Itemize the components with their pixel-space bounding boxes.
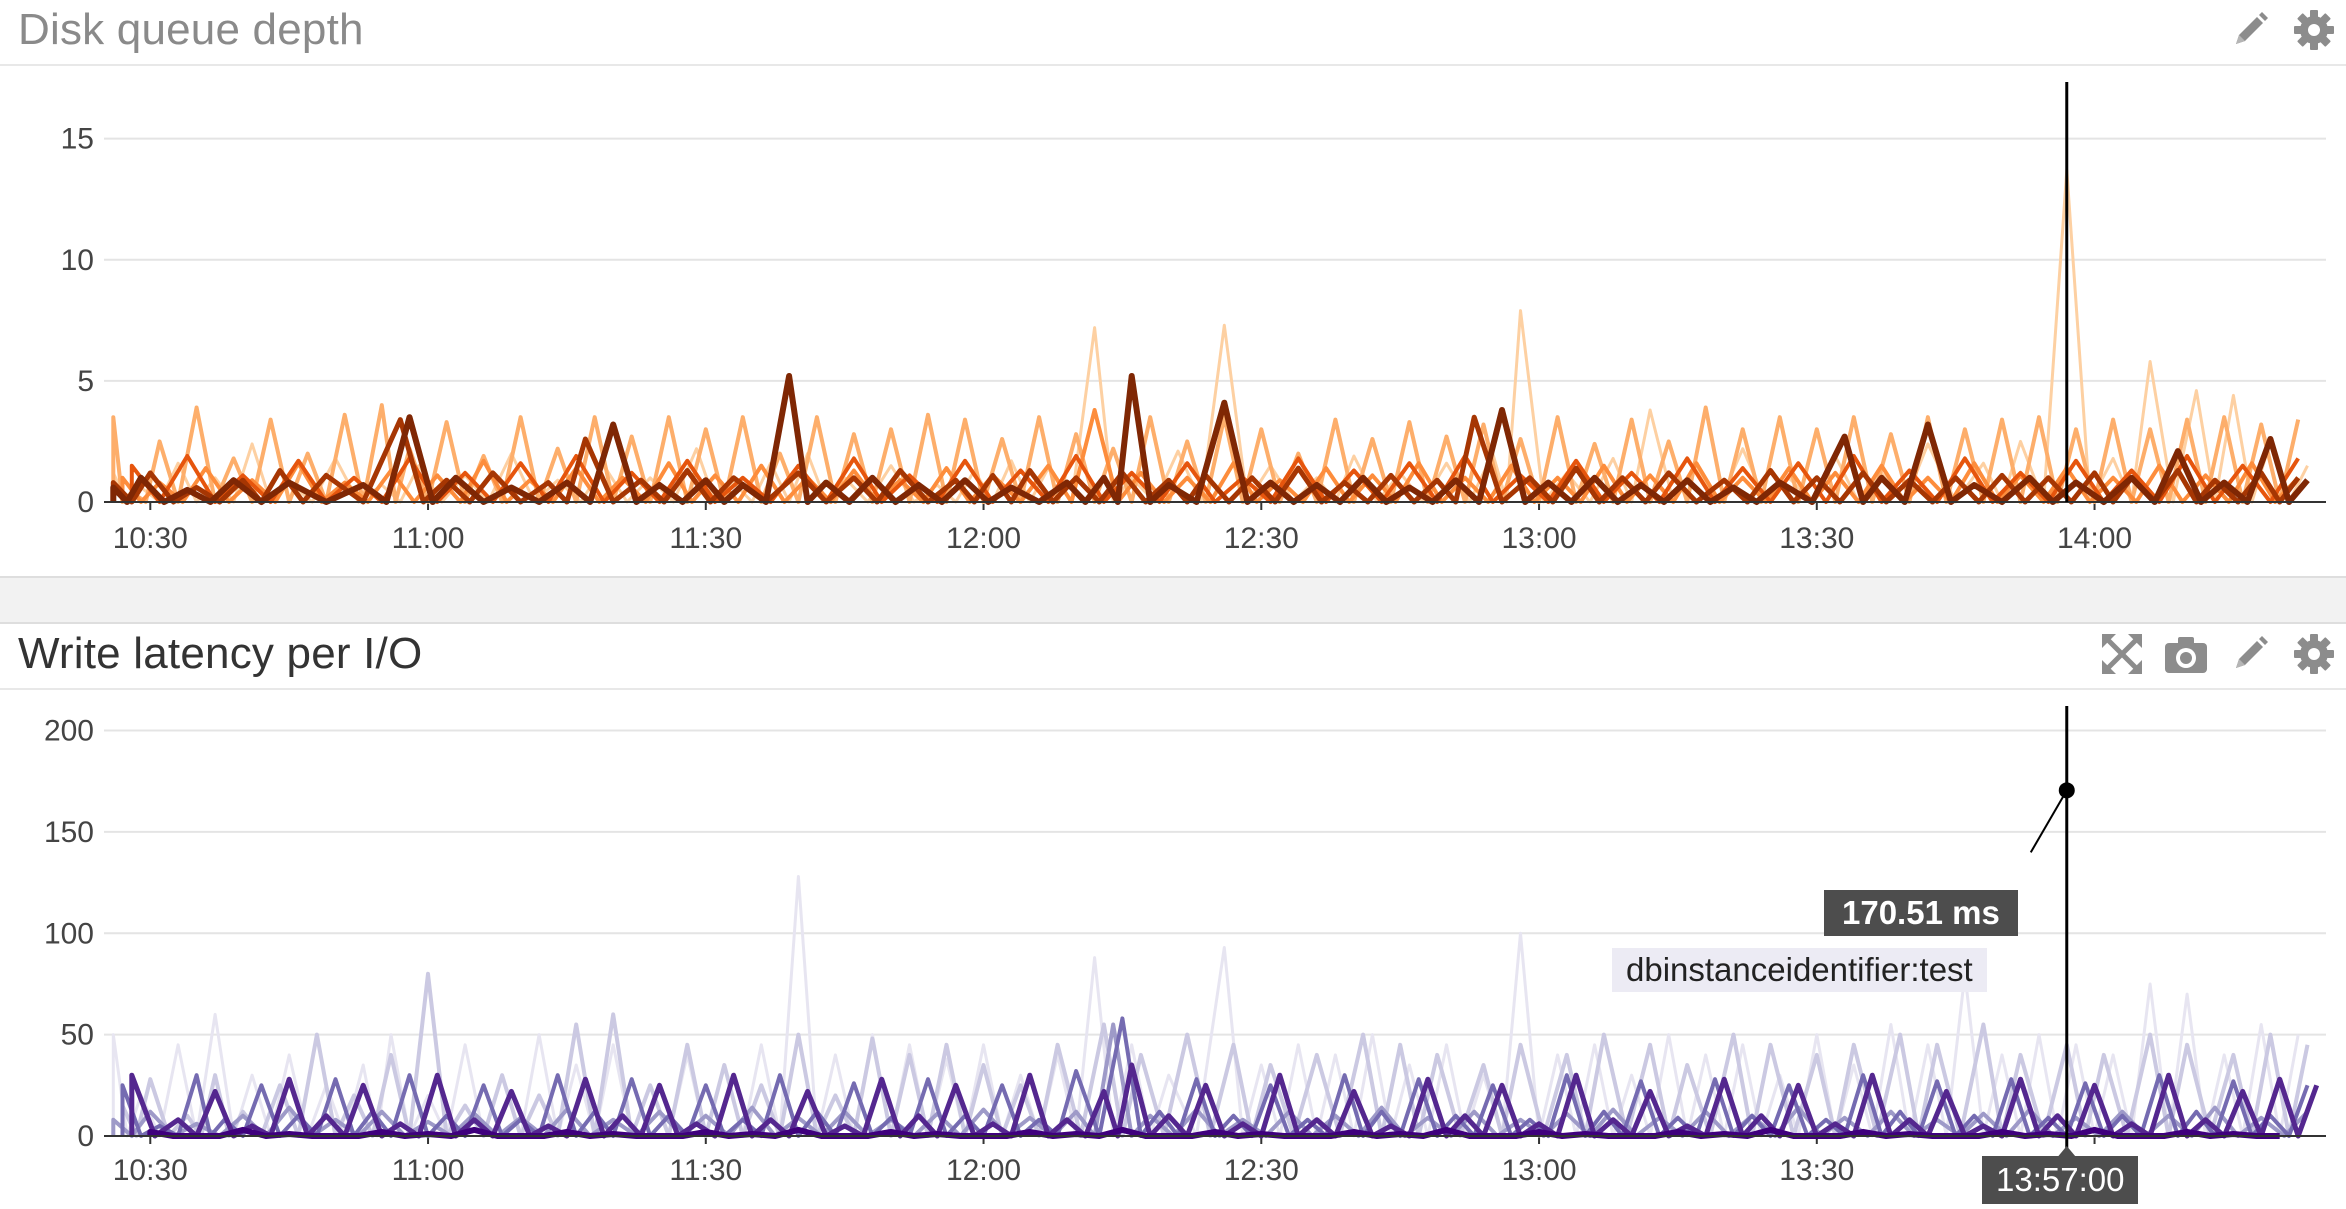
tooltip-value: 170.51 ms — [1824, 890, 2018, 936]
x-tick-label: 10:30 — [113, 522, 188, 555]
gear-icon[interactable] — [2290, 630, 2338, 678]
x-tick-label: 12:30 — [1224, 522, 1299, 555]
tooltip-time: 13:57:00 — [1982, 1156, 2139, 1204]
pencil-icon[interactable] — [2226, 6, 2274, 54]
widget-toolbar — [2098, 628, 2338, 680]
tooltip-connector — [2029, 789, 2068, 853]
y-tick-label: 5 — [77, 365, 94, 398]
y-tick-label: 50 — [61, 1019, 94, 1052]
widget-header: Write latency per I/O — [0, 624, 2346, 690]
widget-toolbar — [2226, 4, 2338, 56]
x-tick-label: 11:00 — [392, 1154, 465, 1187]
series-line — [110, 414, 2301, 505]
tooltip-time-pointer — [2056, 1146, 2077, 1158]
camera-icon[interactable] — [2162, 630, 2210, 678]
write-latency-widget: Write latency per I/O 0 50 100 150 200 10:30 1… — [0, 622, 2346, 1209]
x-tick-label: 12:00 — [946, 522, 1021, 555]
x-tick-label: 12:30 — [1224, 1154, 1299, 1187]
widget-separator — [0, 578, 2346, 622]
tooltip-tag: dbinstanceidentifier:test — [1612, 948, 1987, 992]
gear-icon[interactable] — [2290, 6, 2338, 54]
disk-queue-widget: Disk queue depth 0 5 10 15 10:30 11:00 11:30 12… — [0, 0, 2346, 578]
widget-title: Disk queue depth — [18, 5, 364, 54]
widget-header: Disk queue depth — [0, 0, 2346, 66]
x-tick-label: 14:00 — [2057, 522, 2132, 555]
x-tick-label: 13:30 — [1779, 522, 1854, 555]
x-tick-label: 11:30 — [669, 522, 742, 555]
x-tick-label: 10:30 — [113, 1154, 188, 1187]
expand-icon[interactable] — [2098, 630, 2146, 678]
write-latency-plot[interactable]: 0 50 100 150 200 10:30 11:00 11:30 12:00 12:30 13:… — [0, 690, 2346, 1209]
disk-queue-chart[interactable]: 0 5 10 15 10:30 11:00 11:30 12:00 12:30 13:00 13:3… — [0, 66, 2346, 576]
x-tick-label: 13:00 — [1502, 1154, 1577, 1187]
hover-point — [2058, 782, 2075, 799]
widget-title: Write latency per I/O — [18, 629, 423, 678]
x-tick-label: 11:00 — [392, 522, 465, 555]
x-tick-label: 11:30 — [669, 1154, 742, 1187]
x-tick-label: 13:30 — [1779, 1154, 1854, 1187]
x-tick-label: 13:00 — [1502, 522, 1577, 555]
pencil-icon[interactable] — [2226, 630, 2274, 678]
y-tick-label: 0 — [77, 1120, 94, 1153]
y-tick-label: 100 — [44, 917, 94, 950]
y-tick-label: 15 — [61, 123, 94, 156]
y-tick-label: 0 — [77, 486, 94, 519]
disk-queue-plot[interactable]: 0 5 10 15 10:30 11:00 11:30 12:00 12:30 13:00 13:3… — [0, 66, 2346, 576]
series-line — [110, 373, 2310, 505]
y-tick-label: 150 — [44, 816, 94, 849]
write-latency-chart[interactable]: 0 50 100 150 200 10:30 11:00 11:30 12:00 12:30 13:… — [0, 690, 2346, 1209]
y-tick-label: 10 — [61, 244, 94, 277]
y-tick-label: 200 — [44, 715, 94, 748]
x-tick-label: 12:00 — [946, 1154, 1021, 1187]
